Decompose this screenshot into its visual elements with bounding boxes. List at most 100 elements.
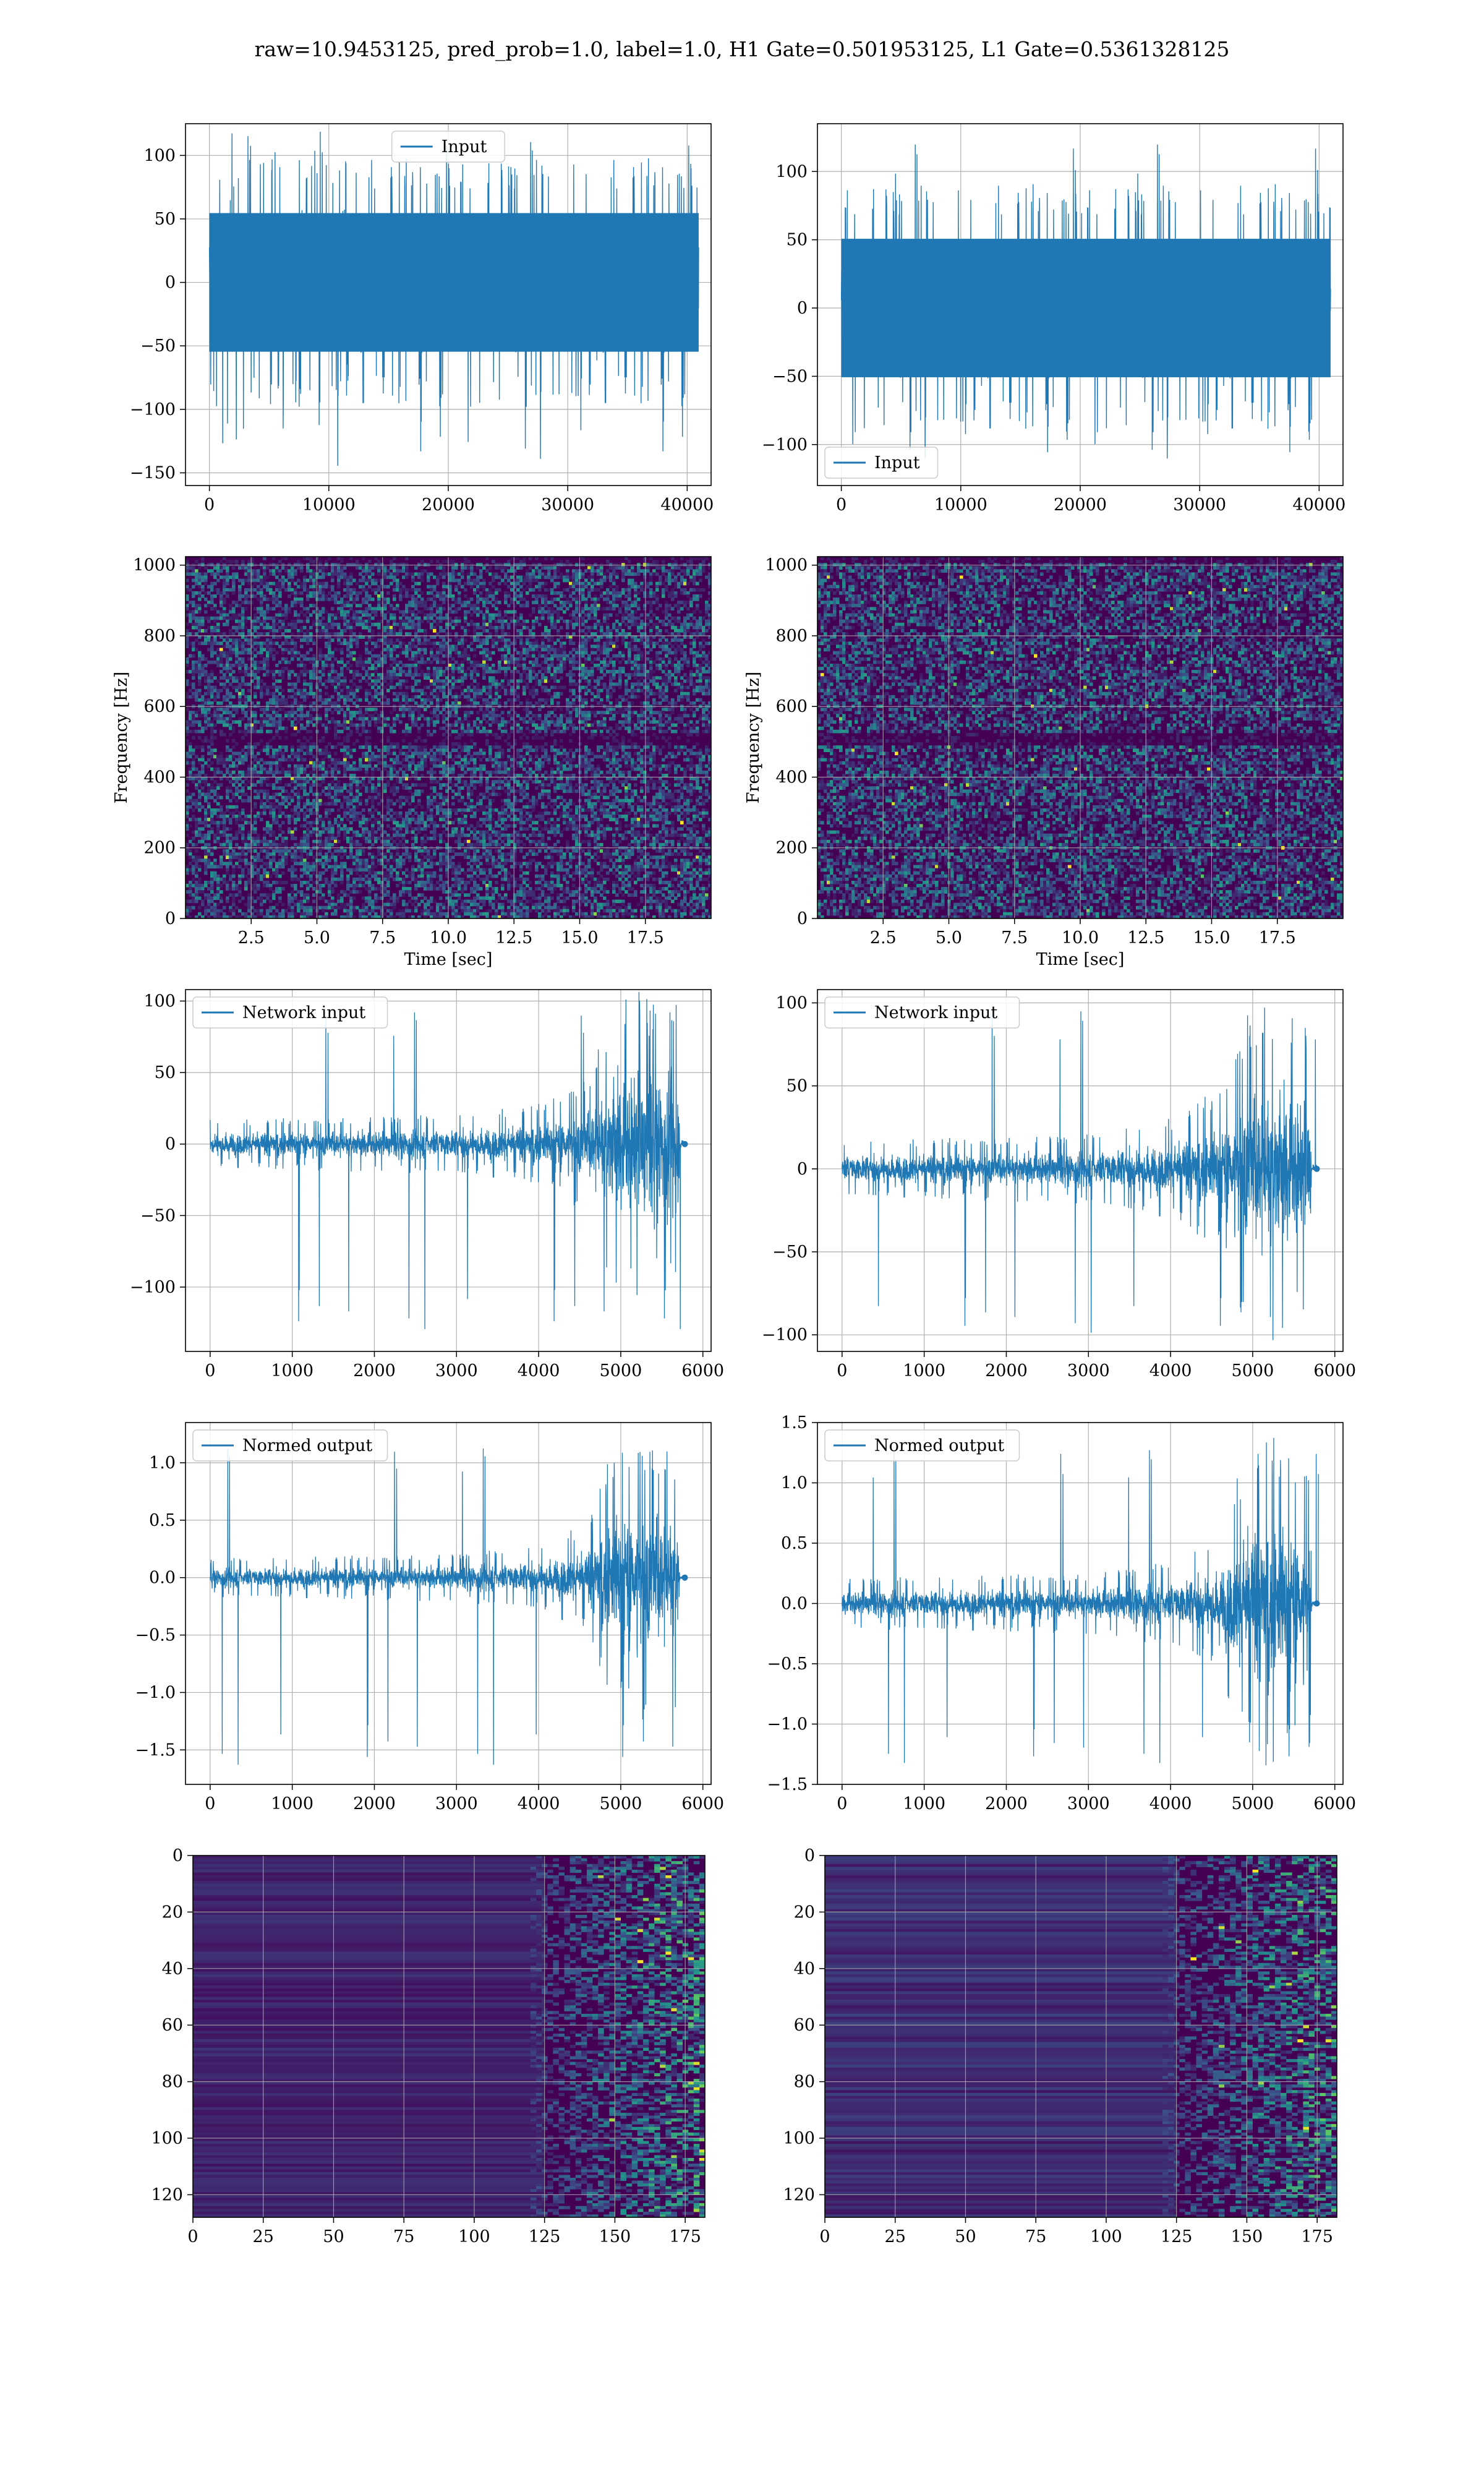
x-tick-label: 5000 bbox=[1232, 1361, 1274, 1380]
x-tick-label: 150 bbox=[599, 2227, 631, 2246]
plot-area bbox=[186, 1423, 711, 1784]
y-tick-label: −50 bbox=[772, 1243, 808, 1262]
x-tick-label: 6000 bbox=[681, 1794, 724, 1813]
x-tick-label: 50 bbox=[955, 2227, 976, 2246]
y-tick-label: 40 bbox=[162, 1959, 183, 1979]
signal-series bbox=[210, 991, 687, 1329]
x-tick-label: 12.5 bbox=[1127, 928, 1164, 948]
y-tick-label: 200 bbox=[775, 839, 808, 858]
y-tick-label: 0 bbox=[165, 1135, 176, 1154]
x-tick-label: 20000 bbox=[422, 495, 475, 515]
plot-area bbox=[186, 557, 711, 918]
x-tick-label: 3000 bbox=[435, 1361, 478, 1380]
x-tick-label: 4000 bbox=[518, 1794, 560, 1813]
y-tick-label: −50 bbox=[140, 1206, 176, 1225]
y-tick-label: 80 bbox=[794, 2073, 815, 2092]
y-tick-label: 100 bbox=[143, 146, 176, 165]
x-tick-label: 2000 bbox=[353, 1794, 396, 1813]
x-tick-label: 10.0 bbox=[1062, 928, 1099, 948]
x-tick-label: 4000 bbox=[1149, 1794, 1192, 1813]
y-tick-label: −1.0 bbox=[767, 1715, 808, 1734]
x-tick-label: 40000 bbox=[660, 495, 714, 515]
y-tick-label: 100 bbox=[151, 2129, 183, 2148]
x-tick-label: 0 bbox=[187, 2227, 198, 2246]
x-tick-label: 10.0 bbox=[430, 928, 467, 948]
axes-frame bbox=[185, 989, 712, 1352]
y-tick-label: −100 bbox=[130, 400, 176, 419]
legend: Normed output bbox=[192, 1429, 388, 1462]
x-tick-label: 1000 bbox=[271, 1361, 313, 1380]
x-tick-label: 0 bbox=[204, 495, 215, 515]
x-tick-label: 50 bbox=[323, 2227, 344, 2246]
x-tick-label: 25 bbox=[253, 2227, 274, 2246]
y-tick-label: 0 bbox=[797, 299, 808, 318]
x-tick-label: 30000 bbox=[1173, 495, 1226, 515]
y-tick-label: 40 bbox=[794, 1959, 815, 1979]
y-tick-label: 0.0 bbox=[781, 1594, 808, 1614]
legend: Input bbox=[824, 447, 939, 479]
legend-box bbox=[824, 447, 939, 479]
x-tick-label: 40000 bbox=[1292, 495, 1345, 515]
x-tick-label: 6000 bbox=[1313, 1794, 1356, 1813]
legend-label: Input bbox=[874, 453, 920, 473]
legend-label: Normed output bbox=[874, 1436, 1004, 1455]
y-tick-label: 100 bbox=[783, 2129, 815, 2148]
y-tick-label: 80 bbox=[162, 2073, 183, 2092]
chart-p2: Input 0 10000 20000 30000 40000 −100 −50 0 50 100 bbox=[762, 123, 1345, 515]
legend-label: Normed output bbox=[242, 1436, 372, 1455]
axes-frame bbox=[824, 1855, 1337, 2218]
y-tick-label: 200 bbox=[143, 839, 176, 858]
spectrogram-cells bbox=[817, 557, 1343, 918]
y-tick-label: 120 bbox=[151, 2185, 183, 2204]
x-tick-label: 2.5 bbox=[238, 928, 265, 948]
x-tick-label: 17.5 bbox=[627, 928, 664, 948]
legend: Network input bbox=[824, 996, 1020, 1029]
x-axis-label: Time [sec] bbox=[1036, 950, 1125, 969]
signal-series bbox=[842, 1437, 1319, 1766]
plot-area bbox=[186, 124, 711, 486]
x-tick-label: 6000 bbox=[681, 1361, 724, 1380]
feature-map-cells bbox=[193, 1856, 705, 2217]
y-tick-label: 100 bbox=[775, 162, 808, 181]
x-tick-label: 1000 bbox=[903, 1794, 945, 1813]
signal-series bbox=[842, 1008, 1319, 1340]
x-tick-label: 2000 bbox=[353, 1361, 396, 1380]
x-tick-label: 0 bbox=[819, 2227, 830, 2246]
signal-tail bbox=[1313, 1600, 1320, 1607]
legend-box bbox=[192, 1429, 388, 1462]
x-tick-label: 10000 bbox=[934, 495, 987, 515]
y-tick-label: 1.0 bbox=[781, 1474, 808, 1493]
x-tick-label: 125 bbox=[1161, 2227, 1193, 2246]
x-tick-label: 2.5 bbox=[870, 928, 897, 948]
x-tick-label: 15.0 bbox=[1193, 928, 1230, 948]
plot-background bbox=[186, 1423, 711, 1784]
y-axis-label: Frequency [Hz] bbox=[112, 672, 131, 803]
y-tick-label: 120 bbox=[783, 2185, 815, 2204]
x-tick-label: 20000 bbox=[1054, 495, 1107, 515]
x-tick-label: 0 bbox=[205, 1794, 215, 1813]
y-tick-label: 0.5 bbox=[781, 1534, 808, 1553]
x-tick-label: 75 bbox=[393, 2227, 414, 2246]
legend-box bbox=[824, 1429, 1020, 1462]
x-tick-label: 2000 bbox=[985, 1794, 1028, 1813]
x-tick-label: 15.0 bbox=[561, 928, 598, 948]
y-tick-label: 1000 bbox=[133, 556, 176, 575]
y-tick-label: 1.0 bbox=[149, 1453, 176, 1473]
x-tick-label: 0 bbox=[205, 1361, 215, 1380]
x-tick-label: 3000 bbox=[1067, 1794, 1110, 1813]
legend: Network input bbox=[192, 996, 388, 1029]
signal-tail bbox=[681, 1141, 688, 1147]
axes-frame bbox=[185, 1422, 712, 1785]
legend-label: Network input bbox=[242, 1003, 365, 1022]
legend-label: Input bbox=[441, 137, 487, 156]
x-tick-label: 3000 bbox=[435, 1794, 478, 1813]
chart-p4: 2.5 5.0 7.5 10.0 12.5 15.0 17.5 0 200 400 600 800 10… bbox=[744, 556, 1344, 969]
y-tick-label: 0 bbox=[165, 273, 176, 293]
x-tick-label: 5000 bbox=[600, 1794, 642, 1813]
plot-area bbox=[817, 557, 1343, 918]
legend-box bbox=[391, 131, 505, 163]
x-tick-label: 5.0 bbox=[936, 928, 962, 948]
